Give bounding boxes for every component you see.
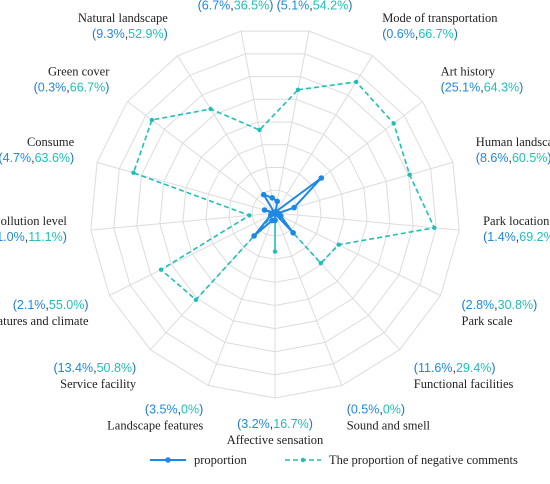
legend-negative-comments: The proportion of negative comments [285,453,518,467]
proportion-point [260,191,267,198]
grid-ring [136,76,414,353]
grid-spoke [274,31,310,214]
value-label: (5.1%,54.2%) [277,0,353,13]
legend-swatch-marker [165,457,171,463]
value-label: (13.4%,50.8%) [53,361,136,375]
proportion-point [290,230,296,236]
legend: proportion The proportion of negative com… [150,453,518,467]
negative-comments-point [432,225,437,230]
negative-comments-point [295,87,301,93]
value-label: (0.3%,66.7%) [34,80,110,94]
value-label: (3.2%,16.7%) [237,417,313,431]
category-label: Landscape features [107,419,203,433]
negative-comments-point [354,79,359,85]
negative-comments-point [158,267,164,272]
proportion-point [291,204,297,211]
grid-spoke [127,101,276,214]
negative-comments-point [336,242,341,247]
negative-comments-series [131,79,437,302]
grid-spoke [90,212,276,231]
proportion-point [318,175,325,181]
grid-spoke [274,212,460,231]
grid-spoke [274,212,343,386]
negative-comments-point [272,249,278,254]
value-label: (2.1%,55.0%) [13,298,89,312]
negative-comments-line [132,81,436,301]
grid-spoke [96,161,276,214]
category-label: Consume [27,135,75,149]
category-label: Pollution level [0,214,67,228]
value-label: (0.5%,0%) [347,403,405,417]
category-labels: Interaction(5.1%,54.2%)Mode of transport… [0,0,550,447]
grid-ring [113,53,437,376]
value-label: (9.3%,52.9%) [92,27,168,41]
proportion-point [271,209,278,216]
category-label: Natural landscape [78,11,168,25]
value-label: (3.5%,0%) [145,403,203,417]
negative-comments-point [257,127,262,133]
value-label: (11.6%,29.4%) [414,361,496,375]
category-label: Park scale [462,314,513,328]
category-label: Service facility [60,377,137,391]
grid-ring [90,30,460,399]
negative-comments-point [208,106,213,112]
category-label: Green cover [48,64,110,78]
negative-comments-point [131,170,136,175]
value-label: (1.0%,11.1%) [0,230,67,244]
legend-label: The proportion of negative comments [329,453,518,467]
grid-spoke [207,212,276,386]
proportion-point [274,198,281,205]
grid-spoke [274,161,454,214]
legend-proportion: proportion [150,453,248,467]
negative-comments-point [247,213,252,218]
grid-spoke [274,212,441,296]
negative-comments-point [391,121,396,126]
value-label: (1.4%,69.2%) [483,230,550,244]
grid-ring [205,144,345,283]
grid-spoke [240,31,276,214]
grid-ring [182,121,368,307]
proportion-point [278,213,284,219]
proportion-point [251,233,257,239]
grid-ring [159,98,391,330]
legend-label: proportion [194,453,248,467]
negative-comments-point [407,172,412,177]
category-label: Temperatures and climate [0,314,89,328]
category-label: Mode of transportation [382,11,498,25]
grid-ring [228,167,322,260]
category-label: Sound and smell [347,419,431,433]
proportion-point [269,217,275,224]
grid-spoke [109,212,276,296]
value-label: (25.1%,64.3%) [441,80,524,94]
proportion-point [261,207,268,213]
category-label: Human landscape [476,135,550,149]
negative-comments-point [193,297,199,302]
value-label: (8.6%,60.5%) [476,151,550,165]
negative-comments-point [318,261,323,266]
proportion-series [251,175,325,239]
value-label: (2.8%,30.8%) [462,298,538,312]
category-label: Functional facilities [414,377,514,391]
negative-comments-point [149,117,155,123]
value-label: (6.7%,36.5%) [198,0,274,13]
category-label: Affective sensation [227,433,324,447]
category-label: Park location [483,214,550,228]
category-label: Art history [441,64,496,78]
grid-spoke [177,55,276,214]
value-label: (0.6%,66.7%) [382,27,458,41]
proportion-line [253,177,323,237]
proportion-point [269,195,276,201]
value-label: (4.7%,63.6%) [0,151,74,165]
legend-swatch-marker [300,457,306,463]
